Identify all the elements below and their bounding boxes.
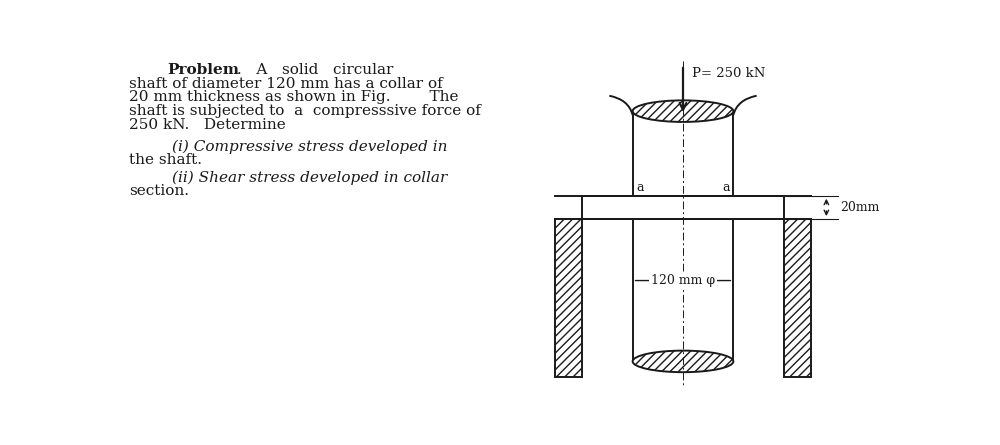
Bar (555, 219, 582, 377)
Text: P= 250 kN: P= 250 kN (692, 67, 766, 80)
Ellipse shape (633, 101, 733, 122)
Text: 250 kN.   Determine: 250 kN. Determine (129, 118, 286, 132)
Ellipse shape (633, 351, 733, 372)
Text: the shaft.: the shaft. (129, 154, 202, 167)
Text: shaft of diameter 120 mm has a collar of: shaft of diameter 120 mm has a collar of (129, 77, 443, 90)
Text: 20mm: 20mm (840, 201, 880, 214)
Bar (784, 219, 811, 377)
Bar (633, 111, 733, 196)
Bar (582, 196, 784, 219)
Text: (ii) Shear stress developed in collar: (ii) Shear stress developed in collar (172, 170, 447, 185)
Bar (633, 219, 733, 361)
Text: a: a (722, 181, 730, 194)
Text: a: a (637, 181, 644, 194)
Text: .   A   solid   circular: . A solid circular (237, 63, 394, 77)
Text: section.: section. (129, 184, 189, 198)
Text: 20 mm thickness as shown in Fig.        The: 20 mm thickness as shown in Fig. The (129, 90, 458, 105)
Text: Problem: Problem (168, 63, 240, 77)
Text: shaft is subjected to  a  compresssive force of: shaft is subjected to a compresssive for… (129, 104, 481, 118)
Text: 120 mm φ: 120 mm φ (651, 274, 715, 287)
Text: (i) Compressive stress developed in: (i) Compressive stress developed in (172, 140, 447, 154)
